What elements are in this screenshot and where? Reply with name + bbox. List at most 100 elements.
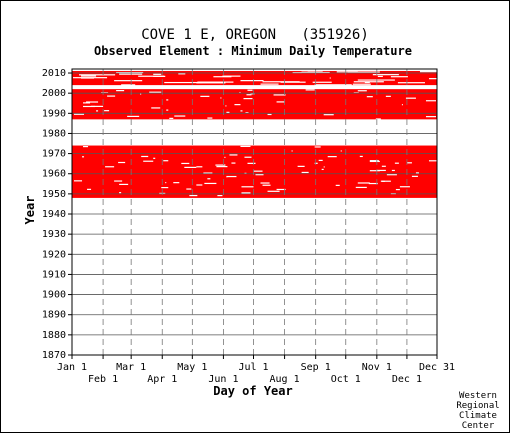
missing-gap bbox=[355, 186, 367, 189]
missing-gap bbox=[181, 162, 190, 165]
missing-gap bbox=[226, 176, 228, 178]
missing-gap bbox=[390, 76, 408, 78]
missing-gap bbox=[405, 97, 416, 99]
y-tick-label: 1910 bbox=[42, 269, 66, 280]
missing-gap bbox=[411, 175, 418, 177]
credit-line-2: Regional bbox=[456, 401, 499, 411]
missing-gap bbox=[82, 156, 85, 158]
missing-gap bbox=[241, 186, 254, 188]
missing-gap bbox=[234, 104, 241, 106]
missing-gap bbox=[229, 154, 238, 156]
missing-gap bbox=[369, 170, 380, 172]
missing-gap bbox=[161, 186, 169, 189]
y-tick-label: 1960 bbox=[42, 169, 66, 180]
missing-gap bbox=[357, 182, 370, 184]
missing-gap bbox=[96, 110, 99, 112]
credit-block: Western Regional Climate Center bbox=[456, 391, 499, 431]
x-tick-label-upper: May 1 bbox=[177, 362, 207, 373]
missing-gap bbox=[196, 184, 203, 186]
missing-gap bbox=[166, 109, 169, 111]
missing-gap bbox=[121, 84, 136, 86]
missing-gap bbox=[216, 166, 228, 168]
missing-gap bbox=[381, 165, 386, 167]
missing-gap bbox=[105, 166, 115, 168]
missing-gap bbox=[189, 194, 198, 197]
missing-gap bbox=[127, 115, 140, 118]
chart-title: COVE 1 E, OREGON (351926) bbox=[141, 27, 369, 43]
missing-gap bbox=[225, 105, 227, 107]
missing-gap bbox=[353, 81, 384, 83]
missing-gap bbox=[369, 160, 379, 162]
missing-gap bbox=[246, 94, 252, 96]
missing-gap bbox=[428, 78, 437, 80]
missing-gap bbox=[165, 181, 167, 184]
x-tick-label-upper: Jan 1 bbox=[57, 362, 87, 373]
y-tick-label: 1900 bbox=[42, 290, 66, 301]
x-tick-label-lower: Aug 1 bbox=[270, 374, 300, 385]
x-tick-label-upper: Nov 1 bbox=[362, 362, 392, 373]
missing-gap bbox=[79, 74, 116, 76]
missing-gap bbox=[140, 93, 142, 95]
missing-gap bbox=[253, 170, 263, 172]
missing-gap bbox=[366, 96, 373, 98]
missing-gap bbox=[250, 93, 255, 95]
missing-gap bbox=[196, 82, 226, 84]
missing-gap bbox=[107, 95, 116, 97]
x-tick-label-lower: Apr 1 bbox=[147, 374, 177, 385]
missing-gap bbox=[376, 169, 386, 172]
y-tick-label: 2000 bbox=[42, 88, 66, 99]
missing-gap bbox=[428, 160, 437, 162]
missing-gap bbox=[81, 77, 95, 79]
missing-gap bbox=[141, 155, 149, 158]
missing-gap bbox=[153, 157, 156, 159]
missing-gap bbox=[116, 90, 125, 92]
missing-gap bbox=[217, 195, 223, 197]
y-tick-label: 1950 bbox=[42, 189, 66, 200]
y-tick-label: 1970 bbox=[42, 149, 66, 160]
missing-gap bbox=[224, 156, 226, 159]
missing-gap bbox=[118, 161, 126, 164]
missing-gap bbox=[163, 160, 169, 162]
missing-gap bbox=[74, 180, 83, 182]
missing-gap bbox=[241, 192, 251, 194]
missing-gap bbox=[260, 83, 279, 85]
missing-gap bbox=[81, 75, 97, 77]
missing-gap bbox=[301, 171, 309, 174]
missing-gap bbox=[369, 160, 380, 163]
missing-gap bbox=[419, 71, 437, 73]
missing-gap bbox=[240, 110, 243, 112]
missing-gap bbox=[169, 117, 174, 120]
missing-gap bbox=[104, 110, 110, 112]
missing-gap bbox=[352, 83, 371, 85]
missing-gap bbox=[399, 186, 410, 188]
missing-gap bbox=[200, 95, 210, 97]
x-tick-label-upper: Jul 1 bbox=[238, 362, 268, 373]
missing-gap bbox=[273, 94, 286, 96]
missing-gap bbox=[327, 156, 337, 158]
missing-gap bbox=[91, 105, 104, 107]
missing-gap bbox=[74, 113, 85, 115]
missing-gap bbox=[291, 150, 293, 152]
y-tick-label: 1930 bbox=[42, 229, 66, 240]
missing-gap bbox=[197, 81, 234, 83]
missing-gap bbox=[119, 73, 143, 75]
missing-gap bbox=[207, 178, 211, 180]
missing-gap bbox=[267, 190, 280, 192]
missing-gap bbox=[415, 172, 419, 174]
missing-gap bbox=[116, 71, 144, 74]
missing-gap bbox=[377, 75, 383, 78]
missing-gap bbox=[395, 188, 400, 191]
missing-gap bbox=[255, 174, 264, 176]
missing-gap bbox=[220, 97, 222, 99]
y-tick-label: 1890 bbox=[42, 310, 66, 321]
x-tick-label-upper: Mar 1 bbox=[116, 362, 146, 373]
missing-gap bbox=[166, 99, 169, 101]
missing-gap bbox=[213, 76, 232, 78]
missing-gap bbox=[83, 145, 89, 148]
missing-gap bbox=[215, 164, 226, 166]
missing-gap bbox=[329, 77, 331, 79]
missing-gap bbox=[231, 162, 236, 164]
y-tick-label: 1980 bbox=[42, 128, 66, 139]
missing-gap bbox=[207, 117, 213, 119]
missing-gap bbox=[262, 81, 300, 83]
